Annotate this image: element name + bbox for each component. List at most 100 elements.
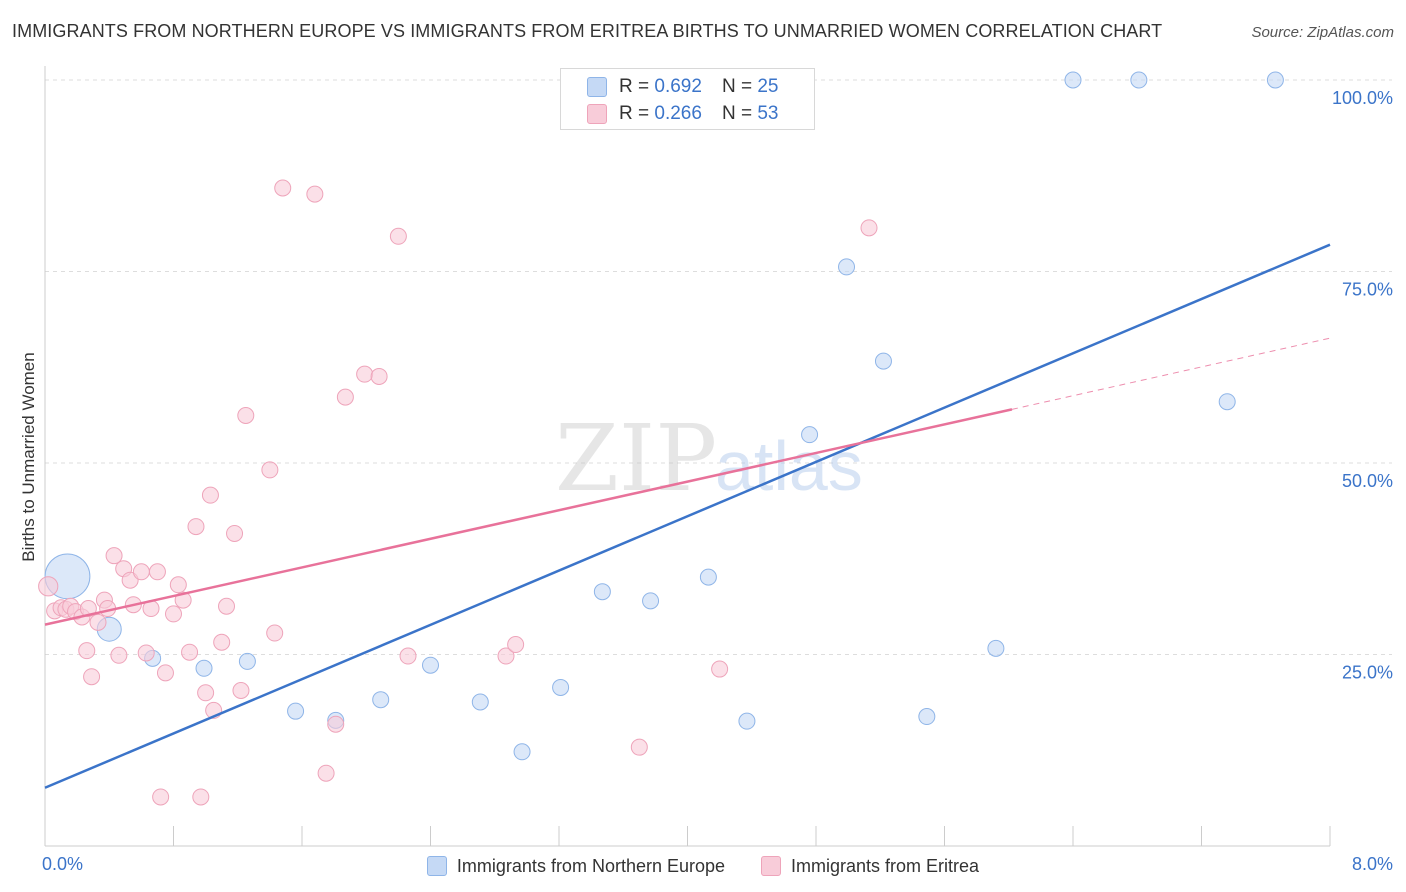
trend-line-northern-europe	[44, 243, 1331, 789]
legend-r-label: R =	[619, 76, 650, 97]
data-point-eritrea	[197, 684, 215, 702]
legend-row-northern-europe: R = 0.692 N = 25	[587, 74, 778, 100]
legend-row-eritrea: R = 0.266 N = 53	[587, 101, 778, 127]
data-point-eritrea	[630, 738, 648, 756]
data-point-eritrea	[152, 788, 170, 806]
legend-r-label: R =	[619, 103, 650, 124]
data-point-northern-europe	[1218, 393, 1236, 411]
trend-line-eritrea	[44, 408, 1013, 626]
data-point-eritrea	[137, 644, 155, 662]
data-point-northern-europe	[699, 568, 717, 586]
data-point-northern-europe	[1130, 71, 1148, 89]
data-point-eritrea	[174, 591, 192, 609]
data-point-northern-europe	[801, 426, 819, 444]
x-tick-label: 8.0%	[1352, 854, 1393, 874]
legend-n-value: 25	[757, 76, 779, 97]
data-point-northern-europe	[513, 743, 531, 761]
data-point-northern-europe	[738, 712, 756, 730]
data-point-eritrea	[78, 642, 96, 660]
watermark: ZIP atlas	[555, 405, 863, 512]
trend-layer	[44, 243, 1331, 789]
legend-item-eritrea[interactable]: Immigrants from Eritrea	[761, 851, 979, 881]
axis-layer	[44, 66, 1331, 847]
data-point-eritrea	[89, 613, 107, 631]
chart-title: IMMIGRANTS FROM NORTHERN EUROPE VS IMMIG…	[12, 21, 1163, 41]
stats-legend: R = 0.692 N = 25 R = 0.266 N = 53	[560, 68, 815, 130]
data-point-eritrea	[274, 179, 292, 197]
data-point-eritrea	[148, 563, 166, 581]
legend-n-value: 53	[757, 103, 779, 124]
y-tick-label: 25.0%	[1342, 663, 1393, 683]
data-point-eritrea	[266, 624, 284, 642]
data-point-eritrea	[370, 367, 388, 385]
data-point-eritrea	[181, 643, 199, 661]
legend-r-value: 0.266	[654, 103, 702, 124]
watermark-zip: ZIP	[555, 405, 717, 512]
legend-swatch-pink	[761, 856, 782, 876]
legend-label: Immigrants from Northern Europe	[456, 855, 726, 876]
data-point-eritrea	[327, 715, 345, 733]
y-axis-label: Births to Unmarried Women	[19, 352, 38, 561]
legend-n-label: N =	[721, 103, 753, 124]
tick-label-layer: 25.0% 50.0% 75.0% 100.0% 0.0% 8.0%	[42, 88, 1393, 874]
point-layer	[38, 71, 1284, 806]
legend-label: Immigrants from Eritrea	[791, 855, 980, 876]
data-point-northern-europe	[1266, 71, 1284, 89]
data-point-eritrea	[79, 600, 97, 618]
data-point-northern-europe	[593, 583, 611, 601]
legend-swatch-blue	[587, 77, 607, 97]
data-point-eritrea	[218, 597, 236, 615]
data-point-eritrea	[317, 764, 335, 782]
data-point-eritrea	[389, 227, 407, 245]
data-point-eritrea	[132, 563, 150, 581]
data-point-eritrea	[201, 486, 219, 504]
data-point-eritrea	[860, 219, 878, 237]
data-point-eritrea	[711, 660, 729, 678]
legend-swatch-blue	[426, 856, 447, 876]
legend-swatch-pink	[587, 104, 607, 124]
data-point-eritrea	[169, 576, 187, 594]
data-point-northern-europe	[422, 656, 439, 674]
trend-line-eritrea-extension	[1011, 337, 1331, 410]
data-point-northern-europe	[918, 708, 936, 726]
data-point-northern-europe	[372, 691, 390, 709]
data-point-eritrea	[83, 668, 101, 686]
data-point-eritrea	[261, 461, 279, 479]
data-point-eritrea	[105, 547, 123, 565]
data-point-eritrea	[192, 788, 210, 806]
data-point-eritrea	[156, 664, 174, 682]
data-point-eritrea	[507, 636, 525, 654]
series-legend: Immigrants from Northern Europe Immigran…	[0, 851, 1406, 881]
data-point-eritrea	[306, 185, 324, 203]
data-point-northern-europe	[287, 702, 305, 720]
data-point-northern-europe	[471, 693, 489, 711]
x-tick-label: 0.0%	[42, 854, 83, 874]
data-point-eritrea	[213, 633, 231, 651]
data-point-northern-europe	[874, 352, 892, 370]
legend-n-label: N =	[721, 76, 753, 97]
data-point-eritrea	[187, 518, 205, 536]
grid-layer	[45, 79, 1392, 655]
data-point-northern-europe	[238, 652, 256, 670]
data-point-eritrea	[356, 365, 374, 383]
source-credit: Source: ZipAtlas.com	[1251, 24, 1394, 41]
data-point-northern-europe	[195, 659, 213, 677]
legend-item-northern-europe[interactable]: Immigrants from Northern Europe	[426, 851, 726, 881]
data-point-northern-europe	[987, 639, 1005, 657]
data-point-eritrea	[336, 388, 354, 406]
data-point-eritrea	[497, 647, 515, 665]
data-point-eritrea	[237, 407, 255, 425]
data-point-northern-europe	[1064, 71, 1082, 89]
data-point-northern-europe	[552, 678, 570, 696]
legend-r-value: 0.692	[654, 76, 702, 97]
data-point-eritrea	[232, 682, 250, 700]
data-point-northern-europe	[838, 258, 856, 276]
y-tick-label: 75.0%	[1342, 280, 1393, 300]
data-point-eritrea	[165, 605, 182, 623]
data-point-eritrea	[38, 576, 59, 597]
y-tick-label: 50.0%	[1342, 471, 1393, 491]
y-tick-label: 100.0%	[1332, 88, 1393, 108]
data-point-eritrea	[110, 646, 128, 664]
watermark-atlas: atlas	[715, 427, 863, 505]
